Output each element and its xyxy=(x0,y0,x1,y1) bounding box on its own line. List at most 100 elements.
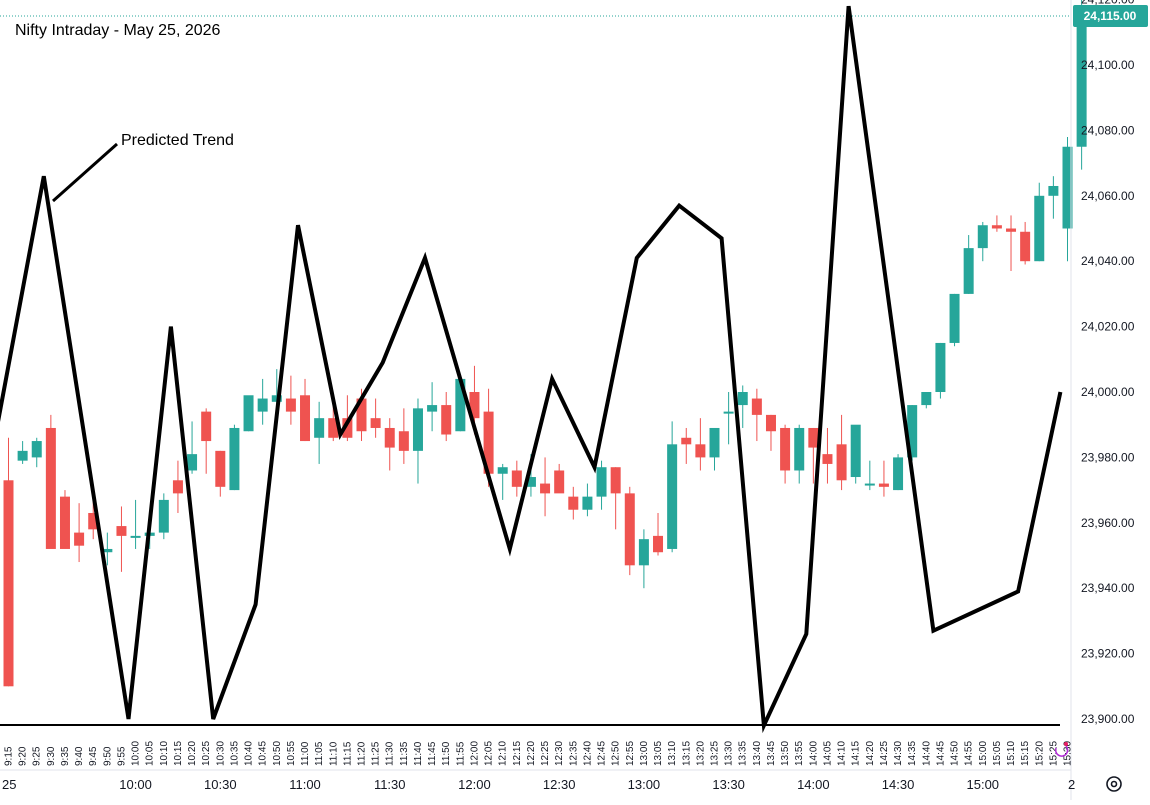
candle xyxy=(709,427,720,471)
candle-body xyxy=(864,483,875,486)
candle-body xyxy=(201,411,212,442)
x-minor-tick-label: 10:05 xyxy=(145,741,156,766)
candle xyxy=(977,221,988,262)
candles xyxy=(3,0,1087,687)
x-minor-tick-label: 13:35 xyxy=(738,741,749,766)
predicted-trend-line xyxy=(0,5,1063,734)
x-minor-tick-label: 11:50 xyxy=(441,741,452,766)
candle-body xyxy=(765,414,776,432)
candle-body xyxy=(977,225,988,249)
x-minor-tick-label: 15:10 xyxy=(1006,741,1017,766)
y-tick-label: 24,000.00 xyxy=(1081,385,1135,399)
y-tick-label: 23,900.00 xyxy=(1081,712,1135,726)
x-axis[interactable]: 9:15 9:20 9:25 9:30 9:35 9:40 9:45 9:50 9:55 10:0… xyxy=(2,741,1075,792)
candle xyxy=(3,437,14,687)
x-minor-tick-label: 11:25 xyxy=(371,741,382,766)
candle xyxy=(1020,221,1031,265)
candle xyxy=(342,395,353,442)
annotation-label: Predicted Trend xyxy=(121,132,234,149)
x-minor-tick-label: 14:00 xyxy=(808,741,819,766)
candle-body xyxy=(681,437,692,445)
x-minor-tick-label: 12:40 xyxy=(582,741,593,766)
x-minor-tick-label: 13:55 xyxy=(794,741,805,766)
candle-body xyxy=(653,535,664,553)
candle-body xyxy=(59,496,70,549)
x-minor-tick-label: 14:05 xyxy=(822,741,833,766)
candle-body xyxy=(794,427,805,471)
candle xyxy=(864,460,875,491)
candle-body xyxy=(427,405,438,412)
candle-body xyxy=(187,454,198,471)
candle-body xyxy=(921,392,932,406)
candle xyxy=(794,424,805,484)
candle xyxy=(314,401,325,464)
candle-body xyxy=(88,512,99,530)
x-minor-tick-label: 14:10 xyxy=(837,741,848,766)
candle xyxy=(723,392,734,445)
x-minor-tick-label: 13:20 xyxy=(695,741,706,766)
candle-body xyxy=(370,418,381,428)
x-minor-tick-label: 12:30 xyxy=(554,741,565,766)
candle xyxy=(653,512,664,556)
candle xyxy=(116,506,127,572)
x-minor-tick-label: 11:15 xyxy=(342,741,353,766)
candle-body xyxy=(540,483,551,494)
candle xyxy=(1048,176,1059,219)
x-minor-tick-label: 12:25 xyxy=(540,741,551,766)
candle xyxy=(850,424,861,484)
candle xyxy=(1062,136,1073,262)
y-tick-label: 24,100.00 xyxy=(1081,58,1135,72)
x-minor-tick-label: 14:40 xyxy=(921,741,932,766)
candle xyxy=(1006,215,1017,272)
y-tick-label: 23,940.00 xyxy=(1081,581,1135,595)
candle-body xyxy=(1006,228,1017,232)
settings-icon[interactable] xyxy=(1106,776,1122,792)
candle xyxy=(921,392,932,409)
x-minor-tick-label: 11:40 xyxy=(413,741,424,766)
candle-body xyxy=(667,444,678,549)
candle xyxy=(808,427,819,484)
x-minor-tick-label: 13:40 xyxy=(752,741,763,766)
candle xyxy=(497,463,508,500)
x-minor-tick-label: 10:20 xyxy=(187,741,198,766)
candle xyxy=(780,424,791,484)
x-minor-tick-label: 13:10 xyxy=(667,741,678,766)
candle-body xyxy=(158,499,169,533)
x-minor-tick-label: 9:50 xyxy=(102,746,113,766)
candle-body xyxy=(300,395,311,442)
x-minor-tick-label: 9:15 xyxy=(4,746,15,766)
x-major-tick-label: 14:30 xyxy=(882,777,915,792)
candle xyxy=(836,414,847,491)
x-major-tick-label: 11:00 xyxy=(289,777,321,792)
x-minor-tick-label: 12:35 xyxy=(568,741,579,766)
candle-body xyxy=(511,470,522,487)
y-axis[interactable]: 23,900.00 23,920.00 23,940.00 23,960.00 23,9… xyxy=(1081,0,1135,726)
candle xyxy=(441,392,452,442)
y-tick-label: 24,080.00 xyxy=(1081,123,1135,137)
candle xyxy=(963,235,974,294)
y-tick-label: 24,060.00 xyxy=(1081,189,1135,203)
x-minor-tick-label: 9:45 xyxy=(88,746,99,766)
candle-body xyxy=(935,342,946,392)
candle xyxy=(370,398,381,438)
candle-body xyxy=(356,398,367,432)
candle xyxy=(540,457,551,517)
candle-body xyxy=(893,457,904,491)
x-major-tick-label: 2 xyxy=(1068,777,1075,792)
candle xyxy=(45,414,56,549)
candle xyxy=(667,421,678,553)
candle xyxy=(582,483,593,517)
candle xyxy=(215,450,226,497)
candle-body xyxy=(582,496,593,510)
candle xyxy=(751,388,762,442)
x-minor-tick-label: 9:35 xyxy=(60,746,71,766)
candle-body xyxy=(963,248,974,294)
candle xyxy=(187,421,198,474)
candle xyxy=(568,486,579,520)
candle-body xyxy=(17,450,28,461)
x-major-tick-label: 12:00 xyxy=(458,777,491,792)
x-minor-tick-label: 9:20 xyxy=(18,746,29,766)
x-minor-tick-label: 13:50 xyxy=(780,741,791,766)
